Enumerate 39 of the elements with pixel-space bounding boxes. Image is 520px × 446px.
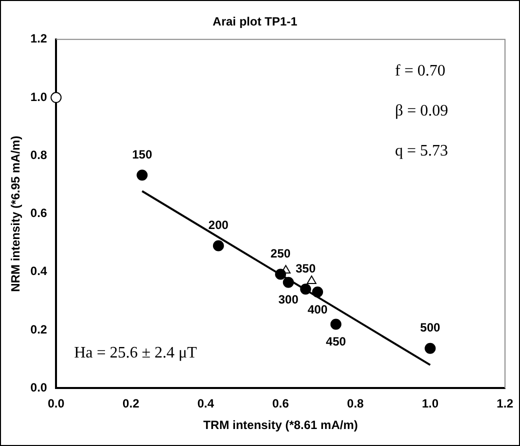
annotation: 200 xyxy=(208,218,229,232)
point xyxy=(212,240,224,252)
y-tick-label: 0.6 xyxy=(30,206,48,220)
point xyxy=(424,342,436,354)
y-axis-title: NRM intensity (*6.95 mA/m) xyxy=(8,136,23,292)
y-tick-label: 1.2 xyxy=(30,32,48,46)
annotation: 300 xyxy=(278,292,299,307)
annotation: 150 xyxy=(132,147,152,162)
annotation: 350 xyxy=(296,261,316,276)
annotation: β = 0.09 xyxy=(395,102,448,120)
point xyxy=(330,318,342,330)
annotation: f = 0.70 xyxy=(395,62,446,80)
point xyxy=(312,286,324,298)
point xyxy=(282,276,294,288)
annotation: q = 5.73 xyxy=(395,142,448,160)
point xyxy=(50,92,62,104)
chart-title: Arai plot TP1-1 xyxy=(212,14,298,29)
x-axis-title: TRM intensity (*8.61 mA/m) xyxy=(203,418,358,432)
point xyxy=(136,170,148,181)
annotation: 450 xyxy=(326,334,346,349)
x-tick-label: 0.4 xyxy=(197,396,214,411)
x-tick-label: 0.8 xyxy=(347,396,364,411)
y-tick-label: 1.0 xyxy=(30,90,48,104)
point xyxy=(300,284,312,295)
x-tick-label: 0.0 xyxy=(48,396,65,411)
point xyxy=(275,268,286,280)
annotation: 250 xyxy=(270,246,291,261)
x-tick-label: 1.0 xyxy=(422,396,439,411)
x-tick-label: 0.6 xyxy=(272,396,290,411)
annotation: 500 xyxy=(420,320,441,335)
y-tick-label: 0.2 xyxy=(30,322,48,336)
annotation: Ha = 25.6 ± 2.4 μT xyxy=(74,344,198,362)
y-tick-label: 0.8 xyxy=(30,148,48,162)
x-tick-label: 1.2 xyxy=(496,396,514,411)
point xyxy=(306,275,316,284)
x-tick-label: 0.2 xyxy=(122,396,140,411)
y-tick-label: 0.0 xyxy=(30,380,48,395)
y-tick-label: 0.4 xyxy=(30,264,48,278)
annotation: 400 xyxy=(308,302,328,316)
